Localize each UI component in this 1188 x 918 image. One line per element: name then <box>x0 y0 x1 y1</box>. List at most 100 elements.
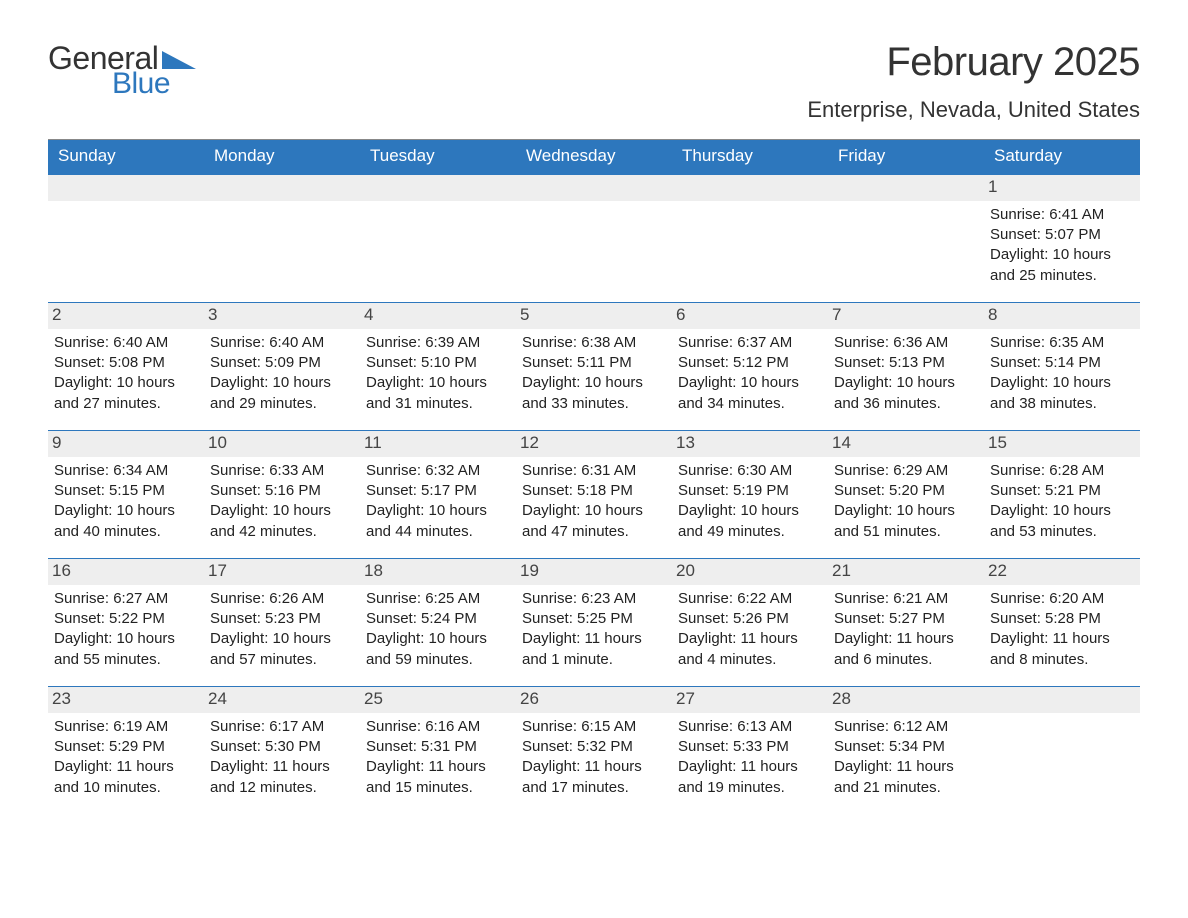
calendar-cell: 8Sunrise: 6:35 AMSunset: 5:14 PMDaylight… <box>984 302 1140 430</box>
sunset-text: Sunset: 5:33 PM <box>678 737 822 757</box>
day-number <box>828 175 984 201</box>
calendar-cell: 15 Sunrise: 6:28 AMSunset: 5:21 PMDayligh… <box>984 430 1140 558</box>
daylight-text: Daylight: 10 hours and 42 minutes. <box>210 501 354 542</box>
daylight-text: Daylight: 10 hours and 31 minutes. <box>366 373 510 414</box>
day-number: 20 <box>672 559 828 585</box>
day-info: Sunrise: 6:40 AMSunset: 5:08 PMDaylight:… <box>52 333 198 414</box>
day-header: Tuesday <box>360 140 516 174</box>
daylight-text: Daylight: 10 hours and 38 minutes. <box>990 373 1134 414</box>
day-number: 5 <box>516 303 672 329</box>
calendar-cell <box>360 174 516 302</box>
daylight-text: Daylight: 10 hours and 27 minutes. <box>54 373 198 414</box>
daylight-text: Daylight: 10 hours and 51 minutes. <box>834 501 978 542</box>
day-number: 12 <box>516 431 672 457</box>
sunset-text: Sunset: 5:16 PM <box>210 481 354 501</box>
calendar-cell: 22Sunrise: 6:20 AMSunset: 5:28 PMDayligh… <box>984 558 1140 686</box>
calendar-cell: 20Sunrise: 6:22 AMSunset: 5:26 PMDayligh… <box>672 558 828 686</box>
day-number: 14 <box>828 431 984 457</box>
daylight-text: Daylight: 10 hours and 36 minutes. <box>834 373 978 414</box>
day-info: Sunrise: 6:40 AMSunset: 5:09 PMDaylight:… <box>208 333 354 414</box>
sunset-text: Sunset: 5:25 PM <box>522 609 666 629</box>
calendar-cell: 13 Sunrise: 6:30 AMSunset: 5:19 PMDayligh… <box>672 430 828 558</box>
day-number: 13 <box>672 431 828 457</box>
day-number: 18 <box>360 559 516 585</box>
day-info: Sunrise: 6:41 AMSunset: 5:07 PMDaylight:… <box>988 205 1134 286</box>
day-info: Sunrise: 6:34 AMSunset: 5:15 PMDaylight:… <box>52 461 198 542</box>
day-info: Sunrise: 6:29 AMSunset: 5:20 PMDaylight:… <box>832 461 978 542</box>
calendar-cell: 24Sunrise: 6:17 AMSunset: 5:30 PMDayligh… <box>204 686 360 814</box>
calendar-cell: 23 Sunrise: 6:19 AMSunset: 5:29 PMDayligh… <box>48 686 204 814</box>
sunrise-text: Sunrise: 6:34 AM <box>54 461 198 481</box>
calendar-cell <box>516 174 672 302</box>
calendar-cell: 2 Sunrise: 6:40 AMSunset: 5:08 PMDaylight… <box>48 302 204 430</box>
day-info: Sunrise: 6:28 AMSunset: 5:21 PMDaylight:… <box>988 461 1134 542</box>
sunrise-text: Sunrise: 6:27 AM <box>54 589 198 609</box>
sunset-text: Sunset: 5:11 PM <box>522 353 666 373</box>
day-number: 2 <box>48 303 204 329</box>
day-info: Sunrise: 6:26 AMSunset: 5:23 PMDaylight:… <box>208 589 354 670</box>
sunset-text: Sunset: 5:14 PM <box>990 353 1134 373</box>
daylight-text: Daylight: 10 hours and 47 minutes. <box>522 501 666 542</box>
sunrise-text: Sunrise: 6:26 AM <box>210 589 354 609</box>
day-number <box>984 687 1140 713</box>
day-info: Sunrise: 6:31 AMSunset: 5:18 PMDaylight:… <box>520 461 666 542</box>
sunset-text: Sunset: 5:26 PM <box>678 609 822 629</box>
brand-logo: General Blue <box>48 40 196 101</box>
sunrise-text: Sunrise: 6:40 AM <box>210 333 354 353</box>
sunrise-text: Sunrise: 6:13 AM <box>678 717 822 737</box>
day-number: 23 <box>48 687 204 713</box>
daylight-text: Daylight: 10 hours and 40 minutes. <box>54 501 198 542</box>
daylight-text: Daylight: 10 hours and 25 minutes. <box>990 245 1134 286</box>
calendar-cell: 14 Sunrise: 6:29 AMSunset: 5:20 PMDayligh… <box>828 430 984 558</box>
day-header: Thursday <box>672 140 828 174</box>
day-info: Sunrise: 6:23 AMSunset: 5:25 PMDaylight:… <box>520 589 666 670</box>
day-number: 24 <box>204 687 360 713</box>
sunrise-text: Sunrise: 6:20 AM <box>990 589 1134 609</box>
day-number: 7 <box>828 303 984 329</box>
day-info: Sunrise: 6:19 AMSunset: 5:29 PMDaylight:… <box>52 717 198 798</box>
title-block: February 2025 Enterprise, Nevada, United… <box>807 40 1140 123</box>
calendar-cell: 9Sunrise: 6:34 AMSunset: 5:15 PMDaylight… <box>48 430 204 558</box>
calendar-cell: 1Sunrise: 6:41 AMSunset: 5:07 PMDaylight… <box>984 174 1140 302</box>
day-number <box>516 175 672 201</box>
calendar-cell: 3Sunrise: 6:40 AMSunset: 5:09 PMDaylight… <box>204 302 360 430</box>
daylight-text: Daylight: 10 hours and 55 minutes. <box>54 629 198 670</box>
day-number: 15 <box>984 431 1140 457</box>
daylight-text: Daylight: 10 hours and 49 minutes. <box>678 501 822 542</box>
day-number: 4 <box>360 303 516 329</box>
day-number <box>672 175 828 201</box>
sunset-text: Sunset: 5:34 PM <box>834 737 978 757</box>
day-info: Sunrise: 6:36 AMSunset: 5:13 PMDaylight:… <box>832 333 978 414</box>
day-number: 26 <box>516 687 672 713</box>
calendar-cell <box>828 174 984 302</box>
day-info: Sunrise: 6:30 AMSunset: 5:19 PMDaylight:… <box>676 461 822 542</box>
daylight-text: Daylight: 11 hours and 4 minutes. <box>678 629 822 670</box>
daylight-text: Daylight: 11 hours and 15 minutes. <box>366 757 510 798</box>
calendar-cell: 26 Sunrise: 6:15 AMSunset: 5:32 PMDayligh… <box>516 686 672 814</box>
sunset-text: Sunset: 5:13 PM <box>834 353 978 373</box>
calendar-cell: 28Sunrise: 6:12 AMSunset: 5:34 PMDayligh… <box>828 686 984 814</box>
day-info: Sunrise: 6:33 AMSunset: 5:16 PMDaylight:… <box>208 461 354 542</box>
sunset-text: Sunset: 5:09 PM <box>210 353 354 373</box>
day-number <box>204 175 360 201</box>
brand-text-blue: Blue <box>112 67 170 101</box>
sunrise-text: Sunrise: 6:15 AM <box>522 717 666 737</box>
sunset-text: Sunset: 5:29 PM <box>54 737 198 757</box>
calendar-cell: 7 Sunrise: 6:36 AMSunset: 5:13 PMDaylight… <box>828 302 984 430</box>
day-info: Sunrise: 6:27 AMSunset: 5:22 PMDaylight:… <box>52 589 198 670</box>
calendar-grid: SundayMondayTuesdayWednesdayThursdayFrid… <box>48 139 1140 814</box>
day-info: Sunrise: 6:15 AMSunset: 5:32 PMDaylight:… <box>520 717 666 798</box>
sunrise-text: Sunrise: 6:36 AM <box>834 333 978 353</box>
calendar-cell: 6Sunrise: 6:37 AMSunset: 5:12 PMDaylight… <box>672 302 828 430</box>
day-info: Sunrise: 6:38 AMSunset: 5:11 PMDaylight:… <box>520 333 666 414</box>
sunset-text: Sunset: 5:24 PM <box>366 609 510 629</box>
sunset-text: Sunset: 5:21 PM <box>990 481 1134 501</box>
day-info: Sunrise: 6:16 AMSunset: 5:31 PMDaylight:… <box>364 717 510 798</box>
calendar-cell: 27Sunrise: 6:13 AMSunset: 5:33 PMDayligh… <box>672 686 828 814</box>
calendar-cell: 19Sunrise: 6:23 AMSunset: 5:25 PMDayligh… <box>516 558 672 686</box>
calendar-cell: 10Sunrise: 6:33 AMSunset: 5:16 PMDayligh… <box>204 430 360 558</box>
day-info: Sunrise: 6:35 AMSunset: 5:14 PMDaylight:… <box>988 333 1134 414</box>
calendar-cell: 16Sunrise: 6:27 AMSunset: 5:22 PMDayligh… <box>48 558 204 686</box>
day-info: Sunrise: 6:37 AMSunset: 5:12 PMDaylight:… <box>676 333 822 414</box>
daylight-text: Daylight: 11 hours and 21 minutes. <box>834 757 978 798</box>
